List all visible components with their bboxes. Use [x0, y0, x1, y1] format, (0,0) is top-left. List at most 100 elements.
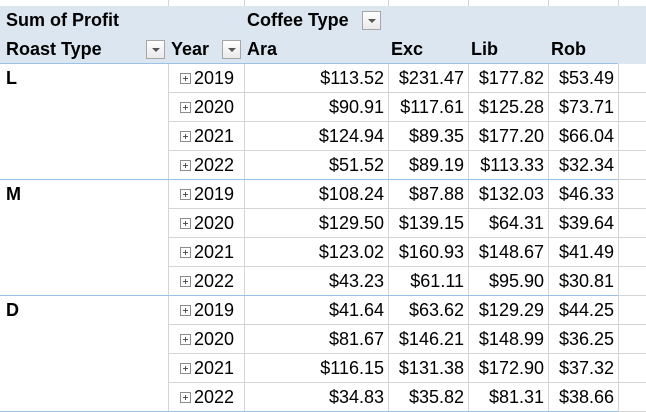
- gridline: [168, 150, 646, 151]
- year-cell[interactable]: 2022: [180, 383, 242, 412]
- year-label: 2020: [194, 329, 235, 349]
- group-divider: [0, 179, 618, 180]
- table-row: 2022 $51.52 $89.19 $113.33 $32.34: [0, 151, 646, 180]
- year-cell[interactable]: 2020: [180, 93, 242, 122]
- value-cell-rob: $39.64: [558, 213, 614, 233]
- value-cell-rob: $46.33: [558, 184, 614, 204]
- year-filter-dropdown[interactable]: [222, 40, 241, 59]
- value-cell-rob: $37.32: [558, 358, 614, 378]
- roast-type-label: D: [6, 300, 19, 320]
- value-field-label: Sum of Profit: [6, 10, 119, 30]
- table-row: D 2019 $41.64 $63.62 $129.29 $44.25: [0, 296, 646, 325]
- roast-type-label: M: [6, 184, 21, 204]
- value-cell-ara: $124.94: [318, 126, 384, 146]
- value-cell-rob: $36.25: [558, 329, 614, 349]
- gridline: [468, 0, 469, 412]
- gridline: [168, 121, 646, 122]
- value-cell-exc: $63.62: [408, 300, 464, 320]
- value-cell-exc: $131.38: [398, 358, 464, 378]
- year-cell[interactable]: 2019: [180, 180, 242, 209]
- roast-type-filter-dropdown[interactable]: [146, 40, 165, 59]
- value-cell-lib: $172.90: [478, 358, 544, 378]
- table-row: L 2019 $113.52 $231.47 $177.82 $53.49: [0, 64, 646, 93]
- year-cell[interactable]: 2022: [180, 151, 242, 180]
- value-cell-ara: $81.67: [328, 329, 384, 349]
- year-label: 2020: [194, 97, 235, 117]
- gridline: [388, 0, 389, 412]
- year-label: 2022: [194, 155, 235, 175]
- value-cell-ara: $90.91: [328, 97, 384, 117]
- year-cell[interactable]: 2019: [180, 296, 242, 325]
- value-cell-rob: $32.34: [558, 155, 614, 175]
- expand-plus-icon[interactable]: [180, 333, 191, 345]
- gridline: [168, 353, 646, 354]
- gridline: [168, 382, 646, 383]
- table-row: 2022 $43.23 $61.11 $95.90 $30.81: [0, 267, 646, 296]
- year-cell[interactable]: 2020: [180, 209, 242, 238]
- value-cell-exc: $139.15: [398, 213, 464, 233]
- value-cell-exc: $117.61: [400, 97, 464, 117]
- expand-plus-icon[interactable]: [180, 72, 191, 84]
- expand-plus-icon[interactable]: [180, 275, 191, 287]
- year-cell[interactable]: 2021: [180, 122, 242, 151]
- column-field-label: Coffee Type: [247, 10, 349, 30]
- value-cell-lib: $64.31: [488, 213, 544, 233]
- expand-plus-icon[interactable]: [180, 391, 191, 403]
- value-cell-ara: $51.52: [328, 155, 384, 175]
- value-cell-ara: $116.15: [320, 358, 384, 378]
- value-cell-exc: $231.47: [398, 68, 464, 88]
- gridline: [168, 92, 646, 93]
- year-label: 2021: [194, 358, 235, 378]
- gridline: [168, 208, 646, 209]
- year-label: 2022: [194, 271, 235, 291]
- gridline: [168, 266, 646, 267]
- table-row: 2020 $81.67 $146.21 $148.99 $36.25: [0, 325, 646, 354]
- value-cell-lib: $177.82: [478, 68, 544, 88]
- gridline: [168, 237, 646, 238]
- table-row: 2020 $90.91 $117.61 $125.28 $73.71: [0, 93, 646, 122]
- row-field-label: Roast Type: [6, 39, 102, 59]
- expand-plus-icon[interactable]: [180, 304, 191, 316]
- pivot-header-row-2: Roast Type Year Ara Exc Lib Rob: [0, 35, 646, 64]
- value-cell-ara: $41.64: [328, 300, 384, 320]
- value-cell-exc: $89.19: [408, 155, 464, 175]
- year-field-label: Year: [171, 39, 210, 59]
- value-cell-exc: $87.88: [408, 184, 464, 204]
- pivot-header-row-1: Sum of Profit Coffee Type: [0, 6, 646, 35]
- expand-plus-icon[interactable]: [180, 217, 191, 229]
- group-divider: [0, 295, 618, 296]
- gridline: [168, 324, 646, 325]
- value-cell-rob: $44.25: [558, 300, 614, 320]
- year-cell[interactable]: 2021: [180, 354, 242, 383]
- expand-plus-icon[interactable]: [180, 159, 191, 171]
- table-row: 2020 $129.50 $139.15 $64.31 $39.64: [0, 209, 646, 238]
- value-cell-lib: $129.29: [478, 300, 544, 320]
- year-cell[interactable]: 2020: [180, 325, 242, 354]
- value-cell-ara: $113.52: [320, 68, 384, 88]
- expand-plus-icon[interactable]: [180, 130, 191, 142]
- value-cell-exc: $89.35: [408, 126, 464, 146]
- expand-plus-icon[interactable]: [180, 246, 191, 258]
- value-cell-ara: $43.23: [328, 271, 384, 291]
- table-row: 2021 $116.15 $131.38 $172.90 $37.32: [0, 354, 646, 383]
- column-header-rob: Rob: [551, 39, 586, 59]
- expand-plus-icon[interactable]: [180, 362, 191, 374]
- value-cell-exc: $160.93: [398, 242, 464, 262]
- value-cell-rob: $53.49: [558, 68, 614, 88]
- value-cell-lib: $95.90: [488, 271, 544, 291]
- value-cell-ara: $108.24: [318, 184, 384, 204]
- value-cell-lib: $148.67: [478, 242, 544, 262]
- gridline: [548, 0, 549, 412]
- value-cell-rob: $38.66: [558, 387, 614, 407]
- year-cell[interactable]: 2021: [180, 238, 242, 267]
- coffee-type-filter-dropdown[interactable]: [362, 11, 381, 30]
- value-cell-lib: $113.33: [480, 155, 544, 175]
- header-divider: [0, 63, 618, 64]
- expand-plus-icon[interactable]: [180, 101, 191, 113]
- value-cell-rob: $41.49: [558, 242, 614, 262]
- expand-plus-icon[interactable]: [180, 188, 191, 200]
- year-cell[interactable]: 2019: [180, 64, 242, 93]
- value-cell-rob: $30.81: [558, 271, 614, 291]
- year-cell[interactable]: 2022: [180, 267, 242, 296]
